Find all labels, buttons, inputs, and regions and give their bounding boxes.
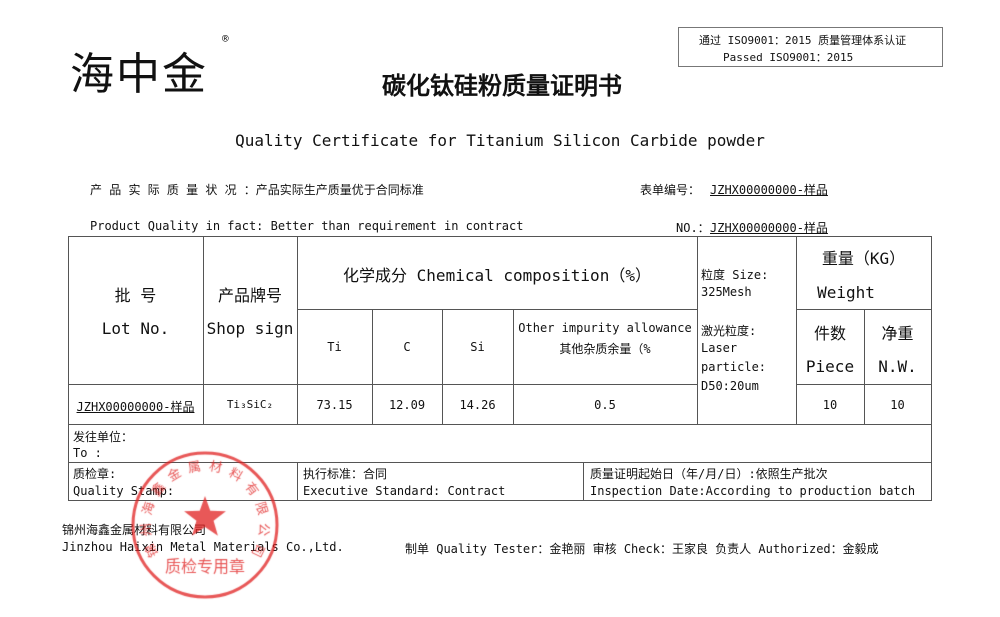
laser-label-en: Laser: [701, 341, 738, 355]
iso-line-en: Passed ISO9001：2015: [723, 51, 854, 64]
size-value: 325Mesh: [701, 285, 752, 299]
c-header: C: [403, 340, 411, 354]
nw-header-cn: 净重: [881, 324, 914, 343]
quality-status-cn: 产 品 实 际 质 量 状 况 ：产品实际生产质量优于合同标准: [90, 183, 424, 197]
piece-header-cn: 件数: [813, 324, 846, 343]
row-other: 0.5: [594, 398, 616, 412]
row-c: 12.09: [388, 398, 426, 412]
row-nw: 10: [890, 398, 905, 412]
row-si: 14.26: [459, 398, 496, 412]
form-no-label: 表单编号：: [640, 183, 701, 197]
ti-header: Ti: [327, 340, 342, 354]
inspection-date-en: Inspection Date:According to production …: [590, 484, 916, 498]
lot-header-cn: 批 号: [114, 286, 157, 305]
row-shop: Ti₃SiC₂: [226, 398, 274, 411]
chem-header: 化学成分 Chemical composition（%）: [343, 266, 651, 285]
iso-certification-box: 通过 ISO9001：2015 质量管理体系认证 Passed ISO9001：…: [678, 27, 943, 67]
other-header-cn: 其他杂质余量（%: [559, 342, 651, 356]
laser-particle: particle:: [701, 360, 767, 374]
weight-header-en: Weight: [817, 283, 875, 302]
to-label-cn: 发往单位：: [73, 430, 134, 444]
shop-header-cn: 产品牌号: [217, 286, 282, 305]
other-header-en: Other impurity allowance: [518, 321, 692, 335]
weight-header-cn: 重量（KG）: [821, 249, 906, 268]
stamp-label-cn: 质检章:: [73, 467, 117, 481]
laser-label: 激光粒度:: [701, 324, 757, 338]
to-label-en: To :: [73, 446, 102, 460]
iso-line-cn: 通过 ISO9001：2015 质量管理体系认证: [699, 34, 907, 47]
row-piece: 10: [822, 398, 838, 412]
quality-status-en: Product Quality in fact: Better than req…: [90, 219, 524, 233]
company-name-en: Jinzhou Haixin Metal Materials Co.,Ltd.: [62, 540, 344, 554]
signatures: 制单 Quality Tester：金艳丽 审核 Check：王家良 负责人 A…: [405, 542, 879, 556]
standard-en: Executive Standard: Contract: [303, 484, 506, 498]
lot-header-en: Lot No.: [101, 319, 170, 338]
no-label-en: NO.：: [676, 221, 710, 235]
shop-header-en: Shop sign: [206, 319, 294, 338]
form-no: JZHX00000000-样品: [710, 183, 828, 197]
laser-value: D50:20um: [701, 379, 759, 393]
inspection-date-cn: 质量证明起始日（年/月/日）:依照生产批次: [590, 467, 828, 481]
row-ti: 73.15: [316, 398, 353, 412]
row-lot: JZHX00000000-样品: [76, 400, 195, 414]
document-title: 碳化钛硅粉质量证明书: [382, 72, 622, 100]
si-header: Si: [470, 340, 485, 354]
size-label: 粒度 Size:: [701, 268, 769, 282]
nw-header-en: N.W.: [878, 357, 917, 376]
stamp-label-en: Quality Stamp:: [73, 484, 175, 498]
brand-logo: 海中金: [70, 49, 208, 100]
registered-mark: ®: [222, 32, 229, 45]
document-title-en: Quality Certificate for Titanium Silicon…: [235, 131, 765, 150]
piece-header-en: Piece: [805, 357, 855, 376]
company-name-cn: 锦州海鑫金属材料有限公司: [62, 523, 207, 537]
form-no-en: JZHX00000000-样品: [710, 221, 828, 235]
standard-cn: 执行标准：合同: [303, 467, 388, 481]
